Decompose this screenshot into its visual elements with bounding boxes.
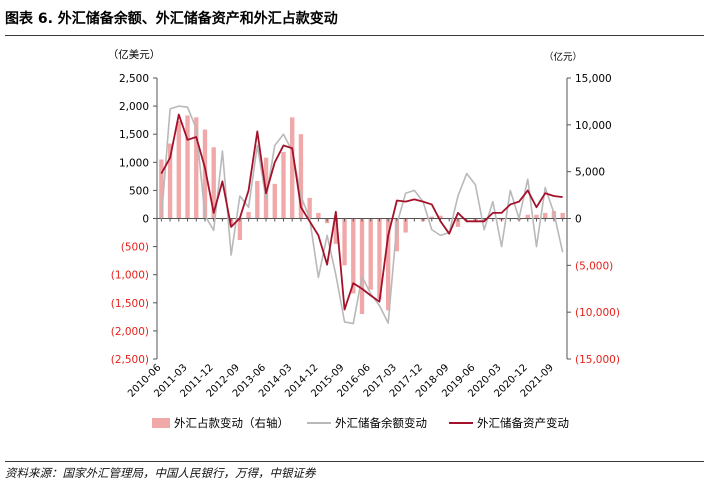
- combo-chart: （亿美元） （亿元） 2,500 2,000 1,500 1,000 500 0 (500)…: [108, 48, 620, 430]
- bar-2018-03: [429, 216, 434, 219]
- bar-2011-06: [194, 117, 199, 219]
- bar-2018-12: [455, 218, 461, 227]
- left-axis-unit: （亿美元）: [108, 48, 161, 61]
- left-tick-label: (500): [121, 242, 149, 254]
- left-tick-label: 0: [142, 214, 149, 226]
- bar-2013-09: [272, 183, 277, 219]
- bar-2014-12: [316, 212, 321, 219]
- left-tick-label: (2,500): [111, 354, 149, 366]
- right-tick-label: 0: [575, 214, 582, 226]
- bar-2018-06: [438, 215, 443, 219]
- bar-2011-03: [185, 115, 190, 219]
- right-tick-label: (5,000): [575, 260, 613, 272]
- legend-swatch-fx-purchase: [152, 418, 170, 428]
- legend-label-reserve-assets: 外汇储备资产变动: [477, 416, 569, 430]
- bar-2021-06: [543, 212, 548, 219]
- bar-2016-06: [368, 218, 373, 290]
- bar-2010-06: [159, 159, 164, 219]
- bar-series: [159, 115, 565, 315]
- top-rule: [5, 35, 704, 36]
- left-tick-label: 500: [129, 185, 149, 197]
- bar-2014-06: [298, 134, 304, 219]
- bar-2016-12: [385, 218, 391, 311]
- chart-title: 图表 6. 外汇储备余额、外汇储备资产和外汇占款变动: [5, 11, 338, 27]
- bar-2017-06: [403, 218, 408, 233]
- bar-2013-12: [281, 152, 286, 219]
- legend: 外汇占款变动（右轴） 外汇储备余额变动 外汇储备资产变动: [152, 416, 569, 430]
- left-tick-label: 1,000: [119, 157, 149, 169]
- legend-label-reserve-balance: 外汇储备余额变动: [335, 416, 427, 430]
- bar-2017-03: [394, 218, 400, 252]
- bar-2012-09: [237, 218, 243, 241]
- left-tick-label: (1,000): [111, 270, 149, 282]
- left-tick-label: 2,500: [119, 73, 149, 85]
- bar-2015-06: [333, 218, 339, 244]
- bar-2011-09: [202, 129, 208, 219]
- left-tick-label: (1,500): [111, 298, 149, 310]
- right-tick-label: 5,000: [575, 167, 605, 179]
- reserve-balance-line: [160, 105, 564, 325]
- axes: [153, 77, 571, 360]
- right-tick-label: (15,000): [575, 354, 620, 366]
- bar-2015-12: [351, 218, 356, 294]
- reserve-assets-line: [160, 113, 563, 311]
- left-tick-label: 2,000: [119, 101, 149, 113]
- bar-2015-09: [342, 218, 347, 266]
- right-tick-label: 10,000: [575, 120, 612, 132]
- bar-2014-03: [290, 117, 295, 219]
- bar-2011-12: [211, 147, 216, 219]
- bar-2012-12: [246, 211, 251, 219]
- line-series: [160, 105, 564, 325]
- bar-2021-03: [534, 214, 539, 219]
- tick-labels: 2,500 2,000 1,500 1,000 500 0 (500) (1,000) (1,5…: [111, 73, 620, 366]
- legend-label-fx-purchase: 外汇占款变动（右轴）: [174, 416, 289, 430]
- bar-2016-09: [377, 218, 382, 300]
- right-axis-unit: （亿元）: [544, 51, 582, 63]
- source-note: 资料来源：国家外汇管理局，中国人民银行，万得，中银证券: [5, 466, 316, 480]
- bar-2010-12: [176, 121, 181, 219]
- bottom-rule: [5, 461, 704, 462]
- bar-2020-12: [525, 214, 530, 219]
- bar-2016-03: [359, 218, 365, 315]
- bar-2021-12: [560, 212, 565, 219]
- left-tick-label: 1,500: [119, 129, 149, 141]
- left-tick-label: (2,000): [111, 326, 149, 338]
- right-tick-label: 15,000: [575, 73, 612, 85]
- bar-2010-09: [167, 143, 173, 219]
- bar-2013-03: [255, 181, 260, 219]
- x-tick-labels: 2010-062011-032011-122012-092013-062014-…: [126, 362, 556, 399]
- right-tick-label: (10,000): [575, 307, 620, 319]
- bar-2014-09: [307, 197, 312, 219]
